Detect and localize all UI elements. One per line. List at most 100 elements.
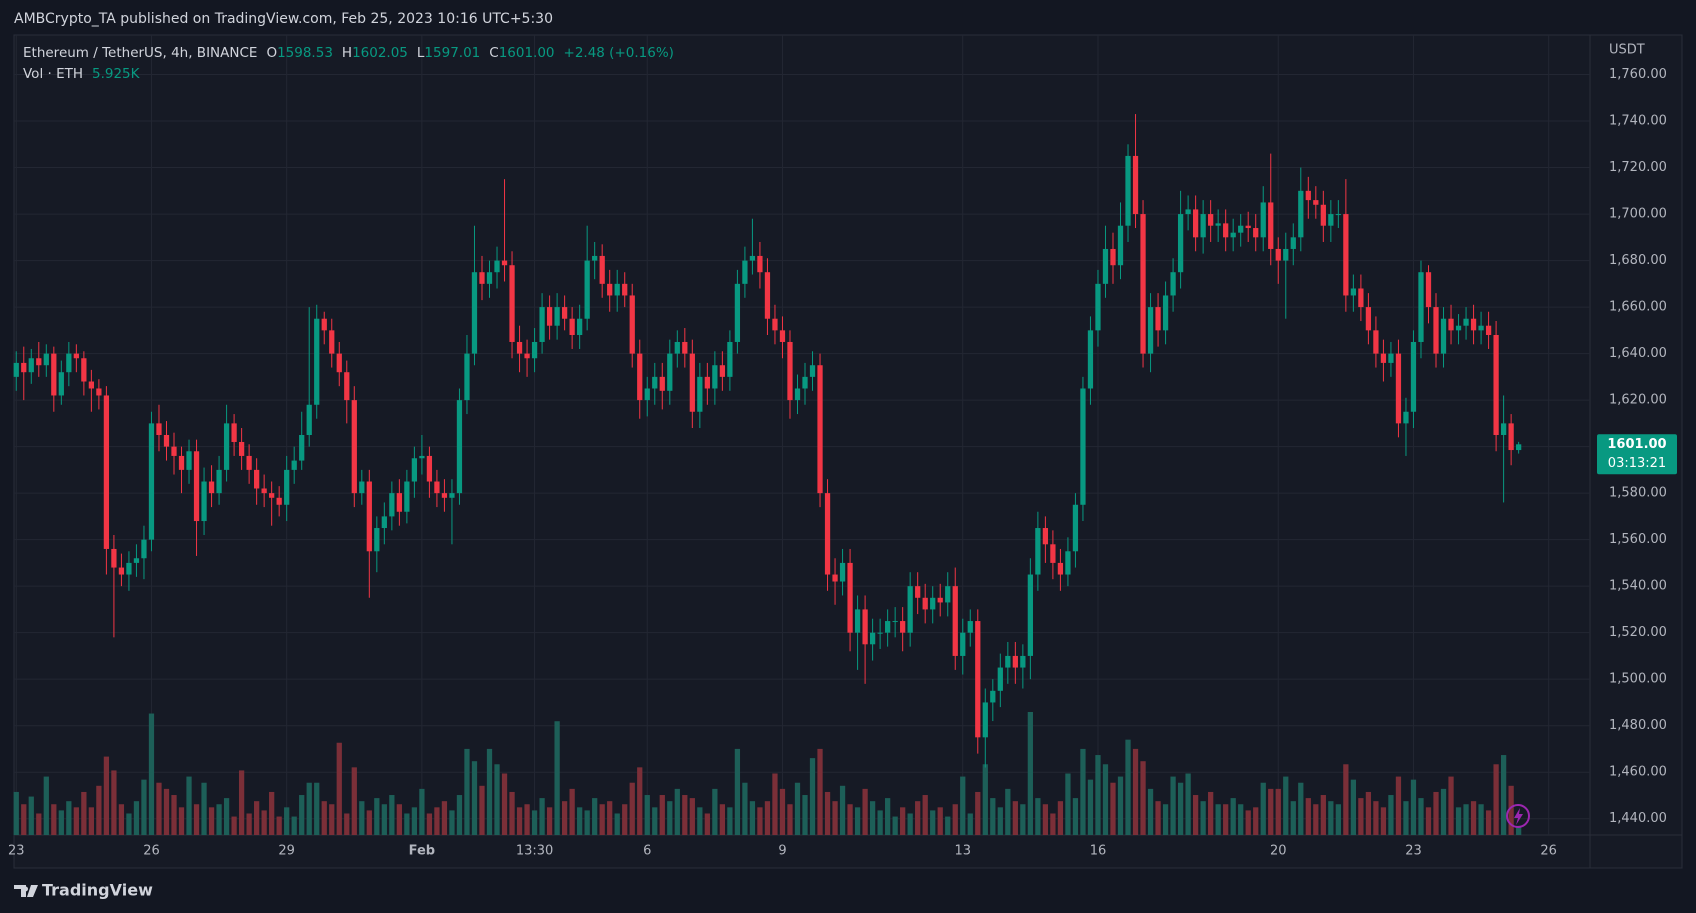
volume-bar bbox=[524, 804, 530, 835]
volume-bar bbox=[269, 791, 275, 835]
volume-bar bbox=[915, 801, 921, 835]
volume-bar bbox=[922, 795, 928, 835]
candle-body bbox=[314, 318, 320, 405]
change: +2.48 (+0.16%) bbox=[564, 45, 674, 61]
candle-body bbox=[1005, 655, 1011, 668]
lightning-circle[interactable] bbox=[1506, 804, 1530, 828]
candle-body bbox=[1185, 209, 1191, 215]
volume-bar bbox=[471, 761, 478, 835]
volume-bar bbox=[1065, 773, 1071, 835]
candle-body bbox=[892, 621, 898, 623]
volume-bar bbox=[1230, 798, 1236, 835]
candle-body bbox=[148, 423, 155, 540]
candle-body bbox=[1298, 190, 1304, 238]
candle-body bbox=[584, 260, 590, 319]
volume-bar bbox=[885, 798, 891, 835]
candle-body bbox=[1463, 318, 1469, 326]
volume-bar bbox=[1433, 791, 1439, 835]
volume-bar bbox=[561, 801, 568, 835]
volume-bar bbox=[1170, 776, 1176, 835]
volume-bar bbox=[456, 795, 463, 835]
volume-bar bbox=[329, 804, 335, 835]
volume-bar bbox=[43, 776, 49, 835]
y-tick-label: 1,520.00 bbox=[1609, 625, 1667, 640]
candle-body bbox=[1087, 330, 1094, 389]
candle-body bbox=[1388, 353, 1394, 363]
volume-bar bbox=[81, 791, 87, 835]
volume-bar bbox=[629, 782, 635, 835]
brand-name[interactable]: TradingView bbox=[42, 881, 153, 900]
volume-bar bbox=[749, 801, 756, 835]
legend-key: O bbox=[266, 45, 277, 61]
volume-bar bbox=[88, 807, 95, 835]
y-tick-label: 1,480.00 bbox=[1609, 718, 1667, 733]
candle-body bbox=[1335, 214, 1341, 216]
volume-bar bbox=[614, 813, 620, 835]
volume-bar bbox=[689, 798, 695, 835]
volume-bar bbox=[1012, 801, 1018, 835]
volume-bar bbox=[1448, 776, 1454, 835]
lightning-button[interactable] bbox=[1506, 804, 1530, 828]
volume-bar bbox=[704, 813, 710, 835]
candle-body bbox=[336, 353, 342, 373]
candle-body bbox=[561, 307, 568, 319]
candle-body bbox=[1208, 214, 1214, 226]
candle-body bbox=[990, 690, 996, 703]
candle-body bbox=[366, 481, 372, 552]
volume-bar bbox=[742, 782, 748, 835]
volume-bar bbox=[1283, 776, 1289, 835]
volume-value: 5.925K bbox=[92, 66, 141, 82]
candle-body bbox=[719, 365, 726, 377]
volume-bar bbox=[516, 807, 523, 835]
candle-body bbox=[96, 388, 102, 396]
candle-body bbox=[449, 493, 455, 498]
volume-bar bbox=[637, 767, 643, 835]
volume-bar bbox=[982, 764, 988, 835]
last-price-box bbox=[1597, 434, 1677, 475]
volume-bar bbox=[607, 801, 613, 835]
candle-body bbox=[486, 272, 493, 284]
candle-body bbox=[193, 451, 200, 522]
volume-bar bbox=[96, 785, 102, 835]
candle-body bbox=[614, 283, 620, 296]
candle-body bbox=[1410, 341, 1417, 412]
x-tick-label: 16 bbox=[1090, 844, 1107, 859]
candle-body bbox=[1117, 225, 1124, 266]
volume-bar bbox=[464, 748, 470, 835]
volume-bar bbox=[306, 782, 312, 835]
volume-bar bbox=[1455, 807, 1462, 835]
candle-body bbox=[569, 318, 575, 335]
candle-body bbox=[28, 358, 34, 373]
volume-bar bbox=[892, 816, 898, 835]
volume-bar bbox=[1410, 779, 1417, 835]
candle-body bbox=[1110, 248, 1116, 266]
candle-body bbox=[1147, 307, 1154, 354]
candle-body bbox=[1425, 272, 1432, 308]
candle-body bbox=[869, 632, 876, 645]
candle-body bbox=[208, 481, 215, 494]
candle-body bbox=[832, 574, 838, 582]
volume-bar bbox=[907, 813, 913, 835]
candle-body bbox=[126, 562, 132, 575]
volume-bar bbox=[839, 785, 846, 835]
candle-body bbox=[727, 341, 733, 377]
candle-body bbox=[1080, 388, 1086, 505]
candle-body bbox=[516, 341, 523, 354]
x-tick-label: 23 bbox=[1405, 844, 1422, 859]
candle-body bbox=[1042, 528, 1049, 545]
brand[interactable]: TradingView bbox=[14, 881, 153, 900]
candle-body bbox=[66, 353, 72, 373]
volume-bar bbox=[434, 807, 440, 835]
candle-body bbox=[359, 481, 365, 494]
brand-logo[interactable] bbox=[14, 885, 38, 897]
volume-bar bbox=[509, 791, 515, 835]
lightning-icon[interactable] bbox=[1514, 808, 1523, 825]
legend-key: C bbox=[489, 45, 498, 61]
candle-body bbox=[937, 597, 943, 603]
volume-bar bbox=[1493, 764, 1499, 835]
candle-body bbox=[216, 469, 222, 494]
volume-bar bbox=[1298, 782, 1304, 835]
volume-bar bbox=[1208, 791, 1214, 835]
candle-body bbox=[930, 597, 936, 610]
candle-body bbox=[1200, 214, 1206, 238]
